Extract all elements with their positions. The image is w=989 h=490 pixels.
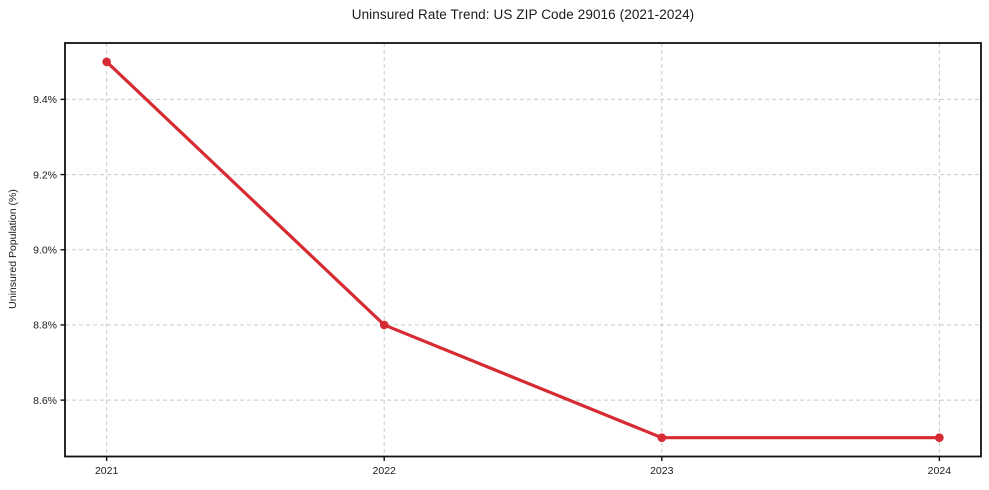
x-tick-label: 2021 <box>95 465 119 477</box>
y-tick-label: 8.8% <box>33 320 57 332</box>
y-tick-label: 9.4% <box>33 94 57 106</box>
data-point <box>935 433 944 443</box>
x-tick-label: 2024 <box>928 465 952 477</box>
data-point <box>102 57 111 67</box>
y-tick-label: 9.0% <box>33 244 57 256</box>
y-tick-label: 9.2% <box>33 169 57 181</box>
x-tick-label: 2023 <box>650 465 674 477</box>
y-tick-label: 8.6% <box>33 395 57 407</box>
chart-title: Uninsured Rate Trend: US ZIP Code 29016 … <box>351 7 695 22</box>
data-point <box>657 433 667 443</box>
x-tick-label: 2022 <box>373 465 397 477</box>
data-point <box>379 320 389 330</box>
trend-line <box>105 60 941 440</box>
